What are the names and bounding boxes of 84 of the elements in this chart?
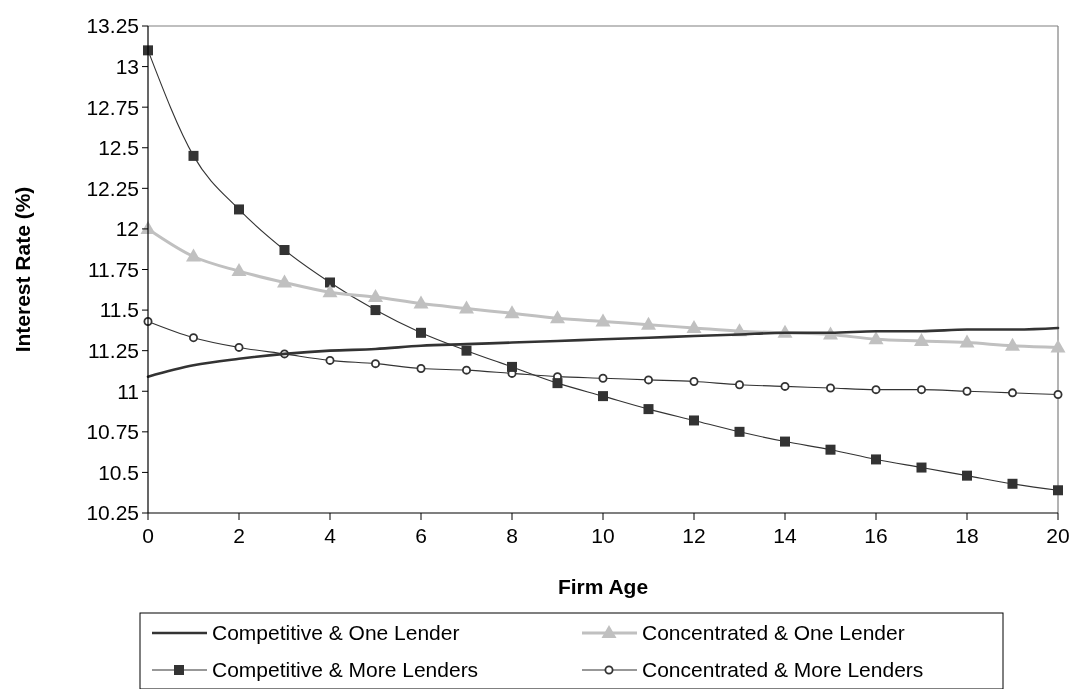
x-tick-label: 18 <box>955 524 979 547</box>
point <box>959 334 975 348</box>
point <box>595 313 611 327</box>
point <box>643 404 654 415</box>
point <box>188 150 199 161</box>
y-tick-label: 13.25 <box>86 14 139 38</box>
point <box>735 380 744 390</box>
point <box>550 310 565 324</box>
legend-label: Competitive & More Lenders <box>212 658 479 682</box>
legend-label: Concentrated & More Lenders <box>642 658 924 682</box>
point <box>1053 485 1063 496</box>
x-tick-label: 4 <box>324 524 337 547</box>
point <box>277 274 292 288</box>
y-tick-label: 10.5 <box>98 460 139 484</box>
point <box>370 305 381 316</box>
point <box>871 385 881 395</box>
point <box>598 373 608 383</box>
point <box>868 331 884 345</box>
x-tick-label: 16 <box>864 524 888 547</box>
point <box>462 365 471 375</box>
point <box>826 383 835 393</box>
x-tick-label: 8 <box>506 524 518 547</box>
y-tick-label: 11.75 <box>88 257 139 281</box>
point <box>1008 388 1017 398</box>
point <box>962 470 972 481</box>
point <box>459 300 474 314</box>
point <box>686 319 702 333</box>
point <box>641 316 656 330</box>
point <box>917 385 926 395</box>
x-tick-label: 2 <box>233 524 245 547</box>
point <box>1007 478 1018 489</box>
y-axis-title: Interest Rate (%) <box>11 186 34 353</box>
point <box>689 377 699 387</box>
point <box>234 204 244 215</box>
point <box>416 364 426 374</box>
point <box>507 361 517 372</box>
point <box>780 436 790 447</box>
point <box>322 284 338 298</box>
point <box>371 359 380 369</box>
point <box>413 295 429 309</box>
y-tick-label: 12.25 <box>86 176 139 200</box>
point <box>1005 337 1020 351</box>
y-tick-label: 11 <box>117 379 139 403</box>
y-tick-label: 10.25 <box>86 501 139 525</box>
point <box>1050 339 1066 353</box>
x-tick-label: 0 <box>142 524 154 547</box>
point <box>186 248 201 262</box>
point <box>689 415 699 426</box>
y-tick-label: 11.5 <box>99 298 139 322</box>
point <box>368 289 383 303</box>
point <box>234 342 244 352</box>
y-tick-label: 10.75 <box>86 420 139 444</box>
y-tick-label: 12 <box>115 217 139 241</box>
x-axis-title: Firm Age <box>557 575 649 598</box>
x-tick-label: 14 <box>773 524 797 547</box>
point <box>1053 390 1063 399</box>
point <box>962 386 972 396</box>
y-tick-label: 11.25 <box>88 339 139 363</box>
point <box>644 375 653 385</box>
point <box>504 305 520 319</box>
x-tick-label: 6 <box>415 524 427 547</box>
point <box>780 381 790 391</box>
legend-label: Competitive & One Lender <box>212 621 460 645</box>
point <box>189 333 198 343</box>
point <box>552 378 563 389</box>
x-tick-label: 10 <box>591 524 615 547</box>
x-tick-label: 20 <box>1046 524 1070 547</box>
x-tick-label: 12 <box>682 524 706 547</box>
point <box>871 454 881 465</box>
y-tick-label: 12.5 <box>98 136 139 160</box>
y-tick-label: 13 <box>115 54 139 78</box>
point <box>231 263 247 277</box>
point <box>325 355 335 365</box>
point <box>325 277 335 288</box>
point <box>416 327 426 338</box>
point <box>598 391 608 402</box>
point <box>734 426 745 437</box>
legend-label: Concentrated & One Lender <box>642 621 905 645</box>
point <box>461 345 472 356</box>
y-tick-label: 12.75 <box>86 95 139 119</box>
point <box>914 332 929 346</box>
point <box>825 444 836 455</box>
point <box>916 462 927 473</box>
point <box>279 245 290 256</box>
